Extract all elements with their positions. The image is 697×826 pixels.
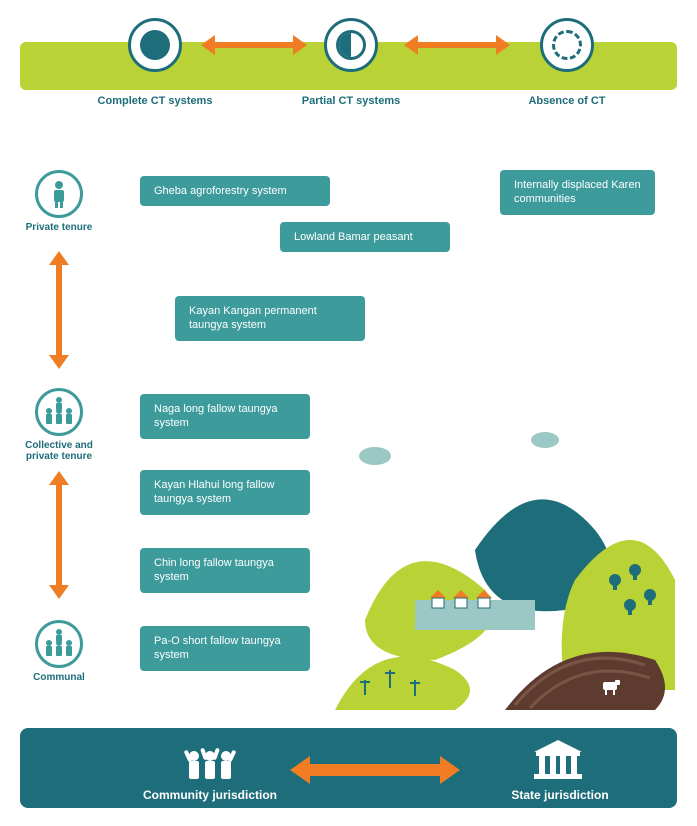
community-icon bbox=[180, 738, 240, 787]
jurisdiction-arrow-head-right bbox=[440, 756, 460, 784]
tenure-circle-private bbox=[35, 170, 83, 218]
legend-fill-icon bbox=[140, 30, 170, 60]
legend-circle-absence bbox=[540, 18, 594, 72]
case-chip-1: Internally displaced Karen communities bbox=[500, 170, 655, 215]
legend-label-absence: Absence of CT bbox=[497, 95, 637, 107]
tenure-arrow-0 bbox=[56, 265, 62, 355]
case-chip-4: Naga long fallow taungya system bbox=[140, 394, 310, 439]
state-icon bbox=[530, 738, 586, 787]
jurisdiction-arrow-head-left bbox=[290, 756, 310, 784]
community-label: Community jurisdiction bbox=[120, 788, 300, 802]
legend-label-complete: Complete CT systems bbox=[85, 95, 225, 107]
case-chip-6: Chin long fallow taungya system bbox=[140, 548, 310, 593]
legend-half-icon bbox=[336, 30, 366, 60]
tenure-label-private: Private tenure bbox=[9, 222, 109, 233]
case-chip-3: Kayan Kangan permanent taungya system bbox=[175, 296, 365, 341]
legend-arrow-0 bbox=[215, 42, 293, 48]
state-label: State jurisdiction bbox=[470, 788, 650, 802]
case-chip-5: Kayan Hlahui long fallow taungya system bbox=[140, 470, 310, 515]
tenure-label-communal: Communal bbox=[9, 672, 109, 683]
jurisdiction-arrow bbox=[310, 764, 440, 776]
tenure-circle-communal bbox=[35, 620, 83, 668]
landscape-scene bbox=[335, 430, 677, 710]
case-chip-0: Gheba agroforestry system bbox=[140, 176, 330, 206]
legend-dashed-icon bbox=[552, 30, 582, 60]
legend-label-partial: Partial CT systems bbox=[281, 95, 421, 107]
case-chip-2: Lowland Bamar peasant bbox=[280, 222, 450, 252]
legend-arrow-1 bbox=[418, 42, 496, 48]
legend-circle-complete bbox=[128, 18, 182, 72]
case-chip-7: Pa-O short fallow taungya system bbox=[140, 626, 310, 671]
tenure-label-collective: Collective and private tenure bbox=[9, 440, 109, 462]
tenure-circle-collective bbox=[35, 388, 83, 436]
legend-circle-partial bbox=[324, 18, 378, 72]
tenure-arrow-1 bbox=[56, 485, 62, 585]
